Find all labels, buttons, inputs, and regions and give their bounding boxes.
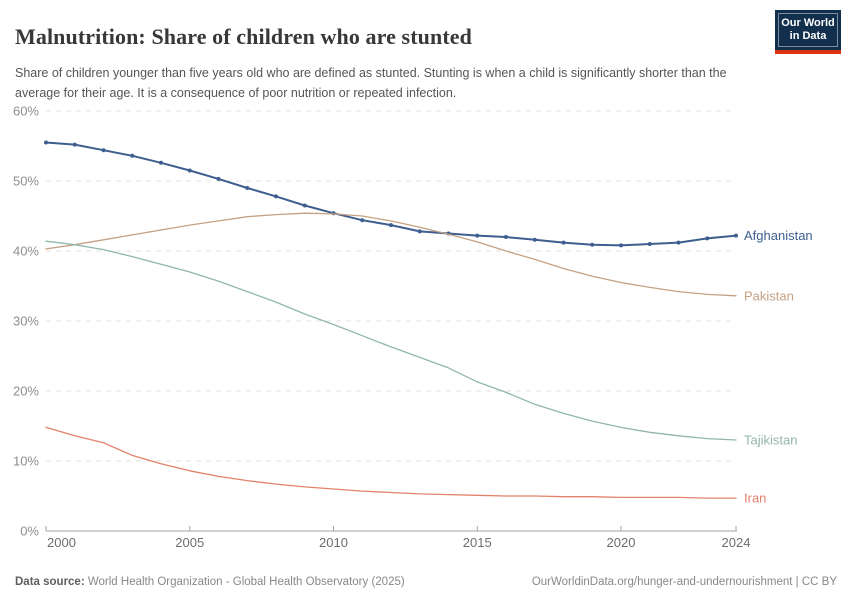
footer-separator: | bbox=[792, 576, 802, 588]
marker-afghanistan-2007 bbox=[245, 186, 250, 190]
y-tick-label-60: 60% bbox=[13, 104, 39, 119]
marker-afghanistan-2018 bbox=[561, 240, 566, 245]
footer-link[interactable]: OurWorldinData.org/hunger-and-undernouri… bbox=[531, 576, 793, 588]
data-source-text: World Health Organization - Global Healt… bbox=[84, 576, 405, 588]
marker-afghanistan-2021 bbox=[647, 242, 652, 246]
data-source-note: Data source: World Health Organization -… bbox=[15, 576, 405, 588]
chart-footer: Data source: World Health Organization -… bbox=[15, 576, 837, 588]
footer-license-text: CC BY bbox=[801, 576, 837, 588]
marker-afghanistan-2003 bbox=[130, 153, 135, 158]
line-afghanistan bbox=[45, 141, 737, 247]
x-tick-label-2010: 2010 bbox=[319, 535, 348, 550]
footer-license: OurWorldinData.org/hunger-and-undernouri… bbox=[532, 576, 837, 588]
owid-logo-line2: in Data bbox=[789, 30, 827, 42]
y-tick-label-40: 40% bbox=[13, 244, 39, 259]
marker-afghanistan-2000 bbox=[44, 140, 48, 145]
marker-afghanistan-2020 bbox=[619, 243, 623, 248]
chart-subtitle: Share of children younger than five year… bbox=[15, 65, 727, 100]
marker-afghanistan-2002 bbox=[101, 148, 106, 153]
marker-afghanistan-2012 bbox=[389, 223, 393, 228]
data-source-label: Data source: bbox=[15, 576, 85, 588]
line-tajikistan bbox=[45, 240, 737, 441]
y-tick-label-10: 10% bbox=[13, 454, 39, 469]
x-tick-label-2000: 2000 bbox=[47, 535, 76, 550]
owid-logo: Our World in Data bbox=[775, 10, 841, 54]
series-label-pakistan[interactable]: Pakistan bbox=[744, 288, 794, 303]
series-label-iran[interactable]: Iran bbox=[744, 491, 766, 506]
marker-afghanistan-2016 bbox=[504, 235, 508, 239]
marker-afghanistan-2022 bbox=[676, 240, 681, 245]
y-tick-label-0: 0% bbox=[20, 524, 39, 539]
line-iran bbox=[45, 426, 737, 499]
line-pakistan bbox=[45, 212, 737, 297]
marker-afghanistan-2009 bbox=[302, 203, 307, 208]
marker-afghanistan-2011 bbox=[360, 218, 365, 223]
series-label-afghanistan[interactable]: Afghanistan bbox=[744, 228, 813, 243]
owid-logo-redbar bbox=[775, 50, 841, 54]
x-tick-label-2015: 2015 bbox=[463, 535, 492, 550]
marker-afghanistan-2023 bbox=[705, 236, 710, 241]
x-tick-label-2020: 2020 bbox=[607, 535, 636, 550]
y-tick-label-20: 20% bbox=[13, 384, 39, 399]
y-tick-label-30: 30% bbox=[13, 314, 39, 329]
marker-afghanistan-2015 bbox=[475, 233, 480, 238]
series-label-tajikistan[interactable]: Tajikistan bbox=[744, 433, 797, 448]
marker-afghanistan-2004 bbox=[159, 160, 163, 165]
marker-afghanistan-2013 bbox=[417, 229, 422, 234]
marker-afghanistan-2017 bbox=[532, 237, 537, 242]
owid-logo-line1: Our World bbox=[781, 16, 835, 29]
owid-logo-text: Our World in Data bbox=[778, 13, 838, 47]
y-tick-label-50: 50% bbox=[13, 174, 39, 189]
marker-afghanistan-2006 bbox=[216, 176, 221, 181]
marker-afghanistan-2001 bbox=[72, 142, 77, 147]
marker-afghanistan-2024 bbox=[734, 233, 738, 238]
page-title: Malnutrition: Share of children who are … bbox=[15, 23, 472, 49]
x-tick-label-2005: 2005 bbox=[175, 535, 204, 550]
x-tick-label-2024: 2024 bbox=[722, 535, 751, 550]
marker-afghanistan-2008 bbox=[274, 194, 278, 199]
marker-afghanistan-2019 bbox=[590, 242, 595, 247]
marker-afghanistan-2005 bbox=[187, 168, 192, 173]
